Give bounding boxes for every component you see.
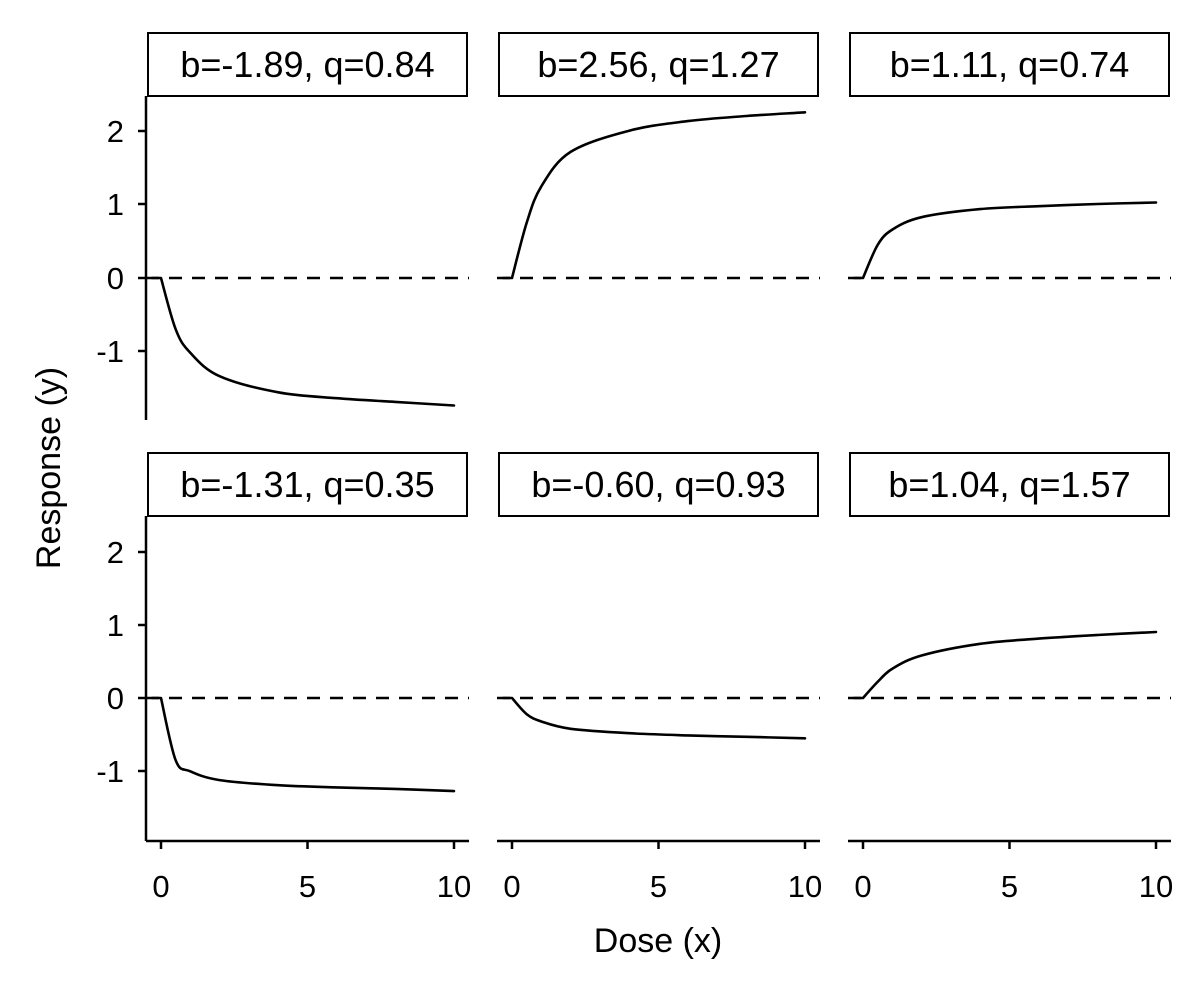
strip-box xyxy=(498,32,819,97)
y-tick-label: 1 xyxy=(107,187,124,222)
x-axis-title: Dose (x) xyxy=(594,922,722,960)
strip-box xyxy=(147,452,468,517)
panel-5: b=-0.60, q=0.93 xyxy=(497,452,820,740)
series-line xyxy=(852,630,1158,700)
strip-label: b=1.04, q=1.57 xyxy=(888,464,1130,505)
strip-label: b=2.56, q=1.27 xyxy=(537,44,779,85)
series-line xyxy=(501,696,807,740)
x-tick-label: 10 xyxy=(1139,869,1173,904)
x-tick-label: 10 xyxy=(788,869,822,904)
panel-6: b=1.04, q=1.57 xyxy=(848,452,1171,700)
x-tick-label: 0 xyxy=(503,869,520,904)
series-line xyxy=(852,201,1158,280)
panel-2: b=2.56, q=1.27 xyxy=(497,32,820,280)
series-line xyxy=(150,696,456,793)
x-tick-label: 5 xyxy=(299,869,316,904)
strip-label: b=1.11, q=0.74 xyxy=(890,44,1130,85)
x-axis-col-2: 0 5 10 xyxy=(497,839,822,904)
y-tick-label: 0 xyxy=(107,261,124,296)
y-axis-row-2: -1 0 1 2 xyxy=(96,516,148,841)
y-tick-label: 2 xyxy=(107,535,124,570)
strip-label: b=-1.89, q=0.84 xyxy=(180,44,434,85)
x-axis-col-3: 0 5 10 xyxy=(848,839,1173,904)
y-tick-label: 1 xyxy=(107,608,124,643)
x-tick-label: 0 xyxy=(854,869,871,904)
y-tick-label: -1 xyxy=(96,754,124,789)
y-axis-row-1: -1 0 1 2 xyxy=(96,96,148,420)
x-axis-col-1: 0 5 10 xyxy=(146,839,471,904)
y-axis-title: Response (y) xyxy=(30,367,68,569)
x-tick-label: 0 xyxy=(152,869,169,904)
y-tick-label: -1 xyxy=(96,334,124,369)
panel-3: b=1.11, q=0.74 xyxy=(848,32,1171,280)
strip-box xyxy=(849,452,1170,517)
y-tick-label: 0 xyxy=(107,681,124,716)
strip-box xyxy=(147,32,468,97)
strip-box xyxy=(498,452,819,517)
x-tick-label: 10 xyxy=(437,869,471,904)
strip-box xyxy=(849,32,1170,97)
x-tick-label: 5 xyxy=(650,869,667,904)
series-line xyxy=(150,276,456,407)
x-tick-label: 5 xyxy=(1001,869,1018,904)
strip-label: b=-0.60, q=0.93 xyxy=(531,464,785,505)
strip-label: b=-1.31, q=0.35 xyxy=(180,464,434,505)
panel-1: b=-1.89, q=0.84 xyxy=(146,32,469,407)
y-tick-label: 2 xyxy=(107,114,124,149)
panel-4: b=-1.31, q=0.35 xyxy=(146,452,469,793)
series-line xyxy=(501,111,807,280)
